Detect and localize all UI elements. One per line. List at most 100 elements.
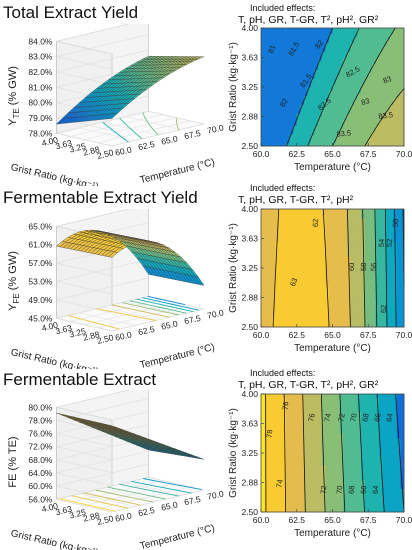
contour-fill-cell — [307, 220, 312, 225]
contour-fill-cell — [350, 309, 355, 313]
contour-fill-cell — [400, 116, 405, 120]
contour-fill-cell — [289, 494, 294, 498]
contour-fill-cell — [357, 297, 362, 301]
x-tick-label: 60.0 — [253, 149, 270, 159]
contour-fill-cell — [343, 54, 348, 58]
contour-fill-cell — [318, 107, 323, 111]
contour-fill-cell — [378, 309, 383, 313]
contour-fill-cell — [357, 256, 362, 260]
contour-fill-cell — [300, 497, 305, 501]
contour-fill-cell — [307, 453, 312, 457]
floor-contour-line — [147, 295, 186, 306]
contour-fill-cell — [286, 250, 290, 254]
contour-fill-cell — [382, 273, 387, 278]
contour-fill-cell — [375, 324, 380, 328]
contour-fill-cell — [296, 262, 301, 266]
contour-fill-cell — [368, 250, 373, 254]
contour-fill-cell — [300, 315, 305, 319]
contour-fill-cell — [400, 297, 405, 301]
contour-fill-cell — [339, 110, 344, 114]
contour-fill-cell — [343, 113, 348, 117]
contour-fill-cell — [303, 217, 308, 222]
contour-fill-cell — [400, 48, 405, 52]
contour-fill-cell — [325, 256, 330, 260]
contour-fill-cell — [268, 300, 273, 304]
contour-fill-cell — [378, 288, 383, 292]
contour-fill-cell — [393, 81, 398, 85]
contour-fill-cell — [318, 312, 323, 316]
contour-fill-cell — [293, 87, 298, 91]
contour-fill-cell — [300, 113, 305, 117]
contour-fill-cell — [325, 262, 330, 266]
contour-fill-cell — [328, 262, 333, 266]
contour-fill-cell — [300, 66, 305, 70]
contour-fill-cell — [350, 66, 355, 70]
contour-fill-cell — [307, 500, 312, 504]
contour-value-label: 83.5 — [336, 128, 351, 138]
contour-fill-cell — [336, 113, 341, 117]
contour-fill-cell — [311, 429, 316, 433]
contour-fill-cell — [264, 30, 269, 35]
contour-fill-cell — [396, 33, 401, 38]
contour-fill-cell — [375, 253, 380, 257]
contour-fill-cell — [303, 119, 308, 123]
contour-fill-cell — [375, 84, 380, 88]
contour-fill-cell — [321, 92, 326, 97]
contour-fill-cell — [307, 461, 312, 466]
contour-fill-cell — [328, 110, 333, 114]
contour-fill-cell — [375, 297, 380, 301]
contour-fill-cell — [336, 282, 341, 287]
contour-fill-cell — [318, 66, 323, 70]
contour-fill-cell — [314, 229, 319, 233]
y-tick-label: 3.63 — [241, 53, 258, 63]
contour-fill-cell — [286, 455, 290, 460]
contour-fill-cell — [336, 119, 341, 123]
contour-fill-cell — [396, 220, 401, 225]
contour-fill-cell — [378, 259, 383, 263]
contour-fill-cell — [343, 110, 348, 114]
contour-fill-cell — [286, 247, 290, 251]
contour-fill-cell — [275, 467, 280, 472]
contour-fill-cell — [307, 279, 312, 284]
contour-fill-cell — [350, 137, 355, 141]
contour-fill-cell — [321, 226, 326, 231]
contour-fill-cell — [278, 279, 283, 284]
contour-fill-cell — [318, 226, 323, 231]
contour-fill-cell — [289, 116, 294, 120]
contour-fill-cell — [353, 113, 358, 117]
contour-fill-cell — [286, 28, 290, 32]
contour-fill-cell — [286, 288, 290, 292]
contour-fill-cell — [303, 75, 308, 79]
contour-fill-cell — [264, 500, 269, 504]
contour-fill-cell — [343, 288, 348, 292]
contour-fill-cell — [378, 78, 383, 82]
contour-fill-cell — [296, 81, 301, 85]
contour-fill-cell — [325, 66, 330, 70]
contour-fill-cell — [264, 506, 269, 510]
contour-fill-cell — [289, 33, 294, 38]
contour-fill-cell — [261, 134, 265, 138]
contour-fill-cell — [318, 423, 323, 427]
contour-fill-cell — [264, 297, 269, 301]
contour-fill-cell — [307, 312, 312, 316]
contour-fill-cell — [364, 303, 369, 307]
contour-fill-cell — [339, 57, 344, 61]
contour-fill-cell — [300, 134, 305, 138]
contour-fill-cell — [371, 87, 376, 91]
contour-fill-cell — [318, 408, 323, 413]
contour-fill-cell — [357, 303, 362, 307]
contour-fill-cell — [339, 259, 344, 263]
contour-fill-cell — [318, 432, 323, 436]
contour-fill-cell — [350, 235, 355, 239]
contour-fill-cell — [314, 92, 319, 97]
contour-fill-cell — [289, 84, 294, 88]
contour-fill-cell — [393, 92, 398, 97]
contour-fill-cell — [261, 30, 265, 35]
contour-fill-cell — [286, 101, 290, 106]
contour-fill-cell — [314, 488, 319, 492]
contour-fill-cell — [389, 282, 394, 287]
contour-fill-cell — [286, 318, 290, 322]
contour-fill-cell — [293, 414, 298, 418]
contour-fill-cell — [275, 399, 280, 404]
contour-fill-cell — [378, 247, 383, 251]
